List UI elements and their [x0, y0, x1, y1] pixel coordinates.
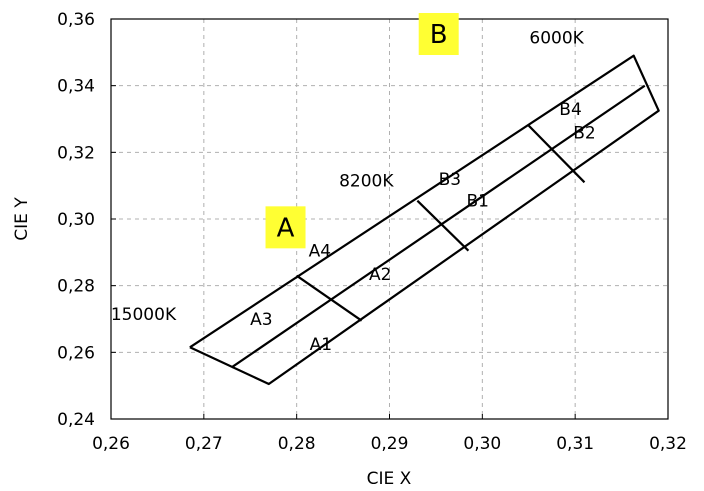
bin-labels: A1 A2 A3 A4 B1 B2 B3 B4 15000K 8200K 6000K A B [111, 20, 596, 355]
region-label-b4: B4 [559, 100, 581, 120]
y-axis-title: CIE Y [12, 197, 32, 241]
temperature-label: 6000K [529, 28, 584, 48]
region-label-a4: A4 [309, 242, 331, 262]
temperature-label: 15000K [111, 305, 177, 325]
y-tick-label: 0,24 [57, 410, 95, 430]
group-label-a: A [277, 213, 295, 243]
x-tick-label: 0,28 [278, 434, 316, 454]
group-highlights [265, 13, 459, 249]
bin-divider [527, 124, 586, 184]
center-line [231, 84, 646, 369]
x-axis-title: CIE X [367, 469, 412, 489]
bin-shapes [189, 54, 660, 386]
bin-divider [296, 274, 363, 322]
x-tick-label: 0,32 [649, 434, 687, 454]
group-highlight-a [265, 206, 306, 249]
x-axis-ticks: 0,26 0,27 0,28 0,29 0,30 0,31 0,32 [92, 414, 687, 454]
y-axis-ticks: 0,24 0,26 0,28 0,30 0,32 0,34 0,36 [57, 10, 116, 430]
y-tick-label: 0,26 [57, 343, 95, 363]
x-tick-label: 0,26 [92, 434, 130, 454]
region-label-a1: A1 [310, 335, 332, 355]
y-tick-label: 0,34 [57, 77, 95, 97]
bin-outline [189, 54, 660, 386]
x-tick-label: 0,31 [556, 434, 594, 454]
y-tick-label: 0,30 [57, 210, 95, 230]
group-highlight-b [418, 13, 459, 55]
region-label-b3: B3 [439, 170, 461, 190]
bin-divider [416, 199, 470, 252]
region-label-b2: B2 [573, 123, 595, 143]
region-label-b1: B1 [466, 192, 488, 212]
x-tick-label: 0,27 [185, 434, 223, 454]
region-label-a2: A2 [369, 265, 391, 285]
y-tick-label: 0,28 [57, 277, 95, 297]
y-tick-label: 0,36 [57, 10, 95, 30]
x-tick-label: 0,29 [371, 434, 409, 454]
group-label-b: B [430, 20, 448, 50]
region-label-a3: A3 [250, 310, 272, 330]
grid-lines [111, 19, 668, 419]
y-tick-label: 0,32 [57, 143, 95, 163]
x-tick-label: 0,30 [463, 434, 501, 454]
temperature-label: 8200K [339, 172, 394, 192]
